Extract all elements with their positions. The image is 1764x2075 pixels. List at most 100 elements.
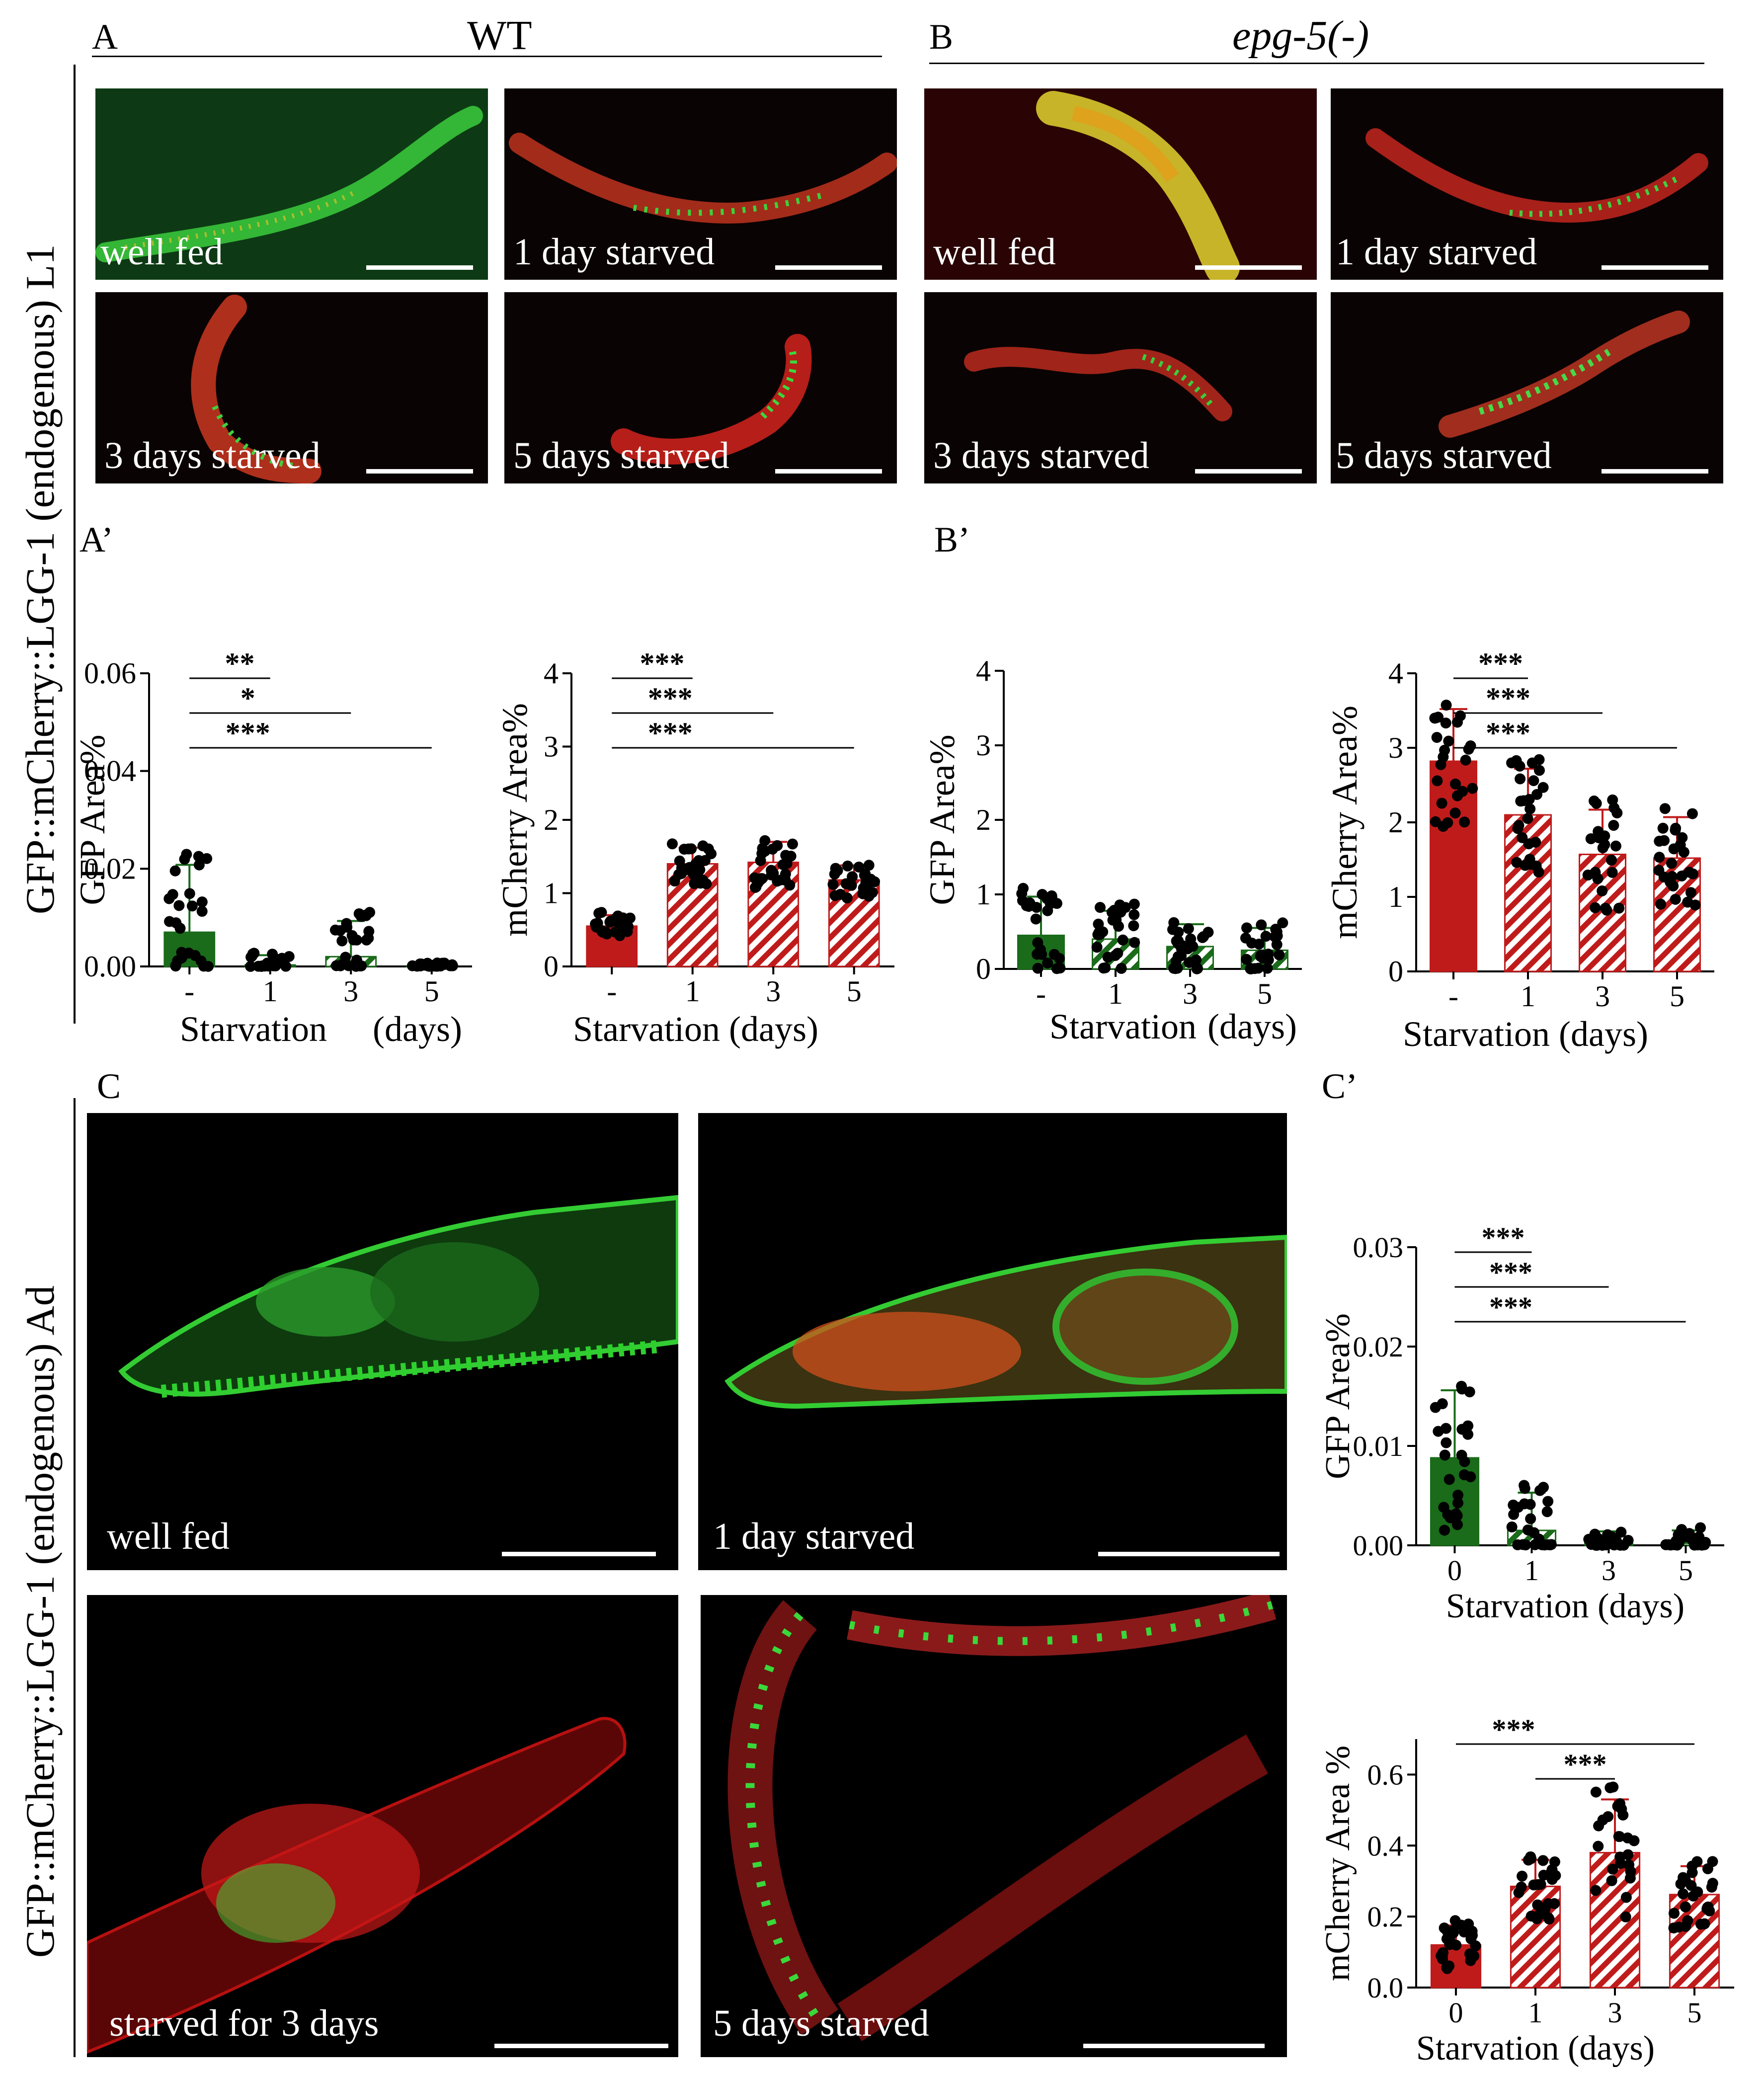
micrograph-c-well-fed: well fed <box>87 1113 678 1570</box>
y-tick-label: 0.0 <box>1367 1972 1404 2004</box>
data-point <box>1128 898 1140 910</box>
y-tick-label: 0 <box>1388 955 1403 988</box>
y-axis-label: GFP Area% <box>922 734 962 905</box>
data-point <box>1528 775 1539 787</box>
data-point <box>1653 865 1665 876</box>
y-tick-label: 0.6 <box>1367 1758 1404 1791</box>
data-point <box>757 843 768 854</box>
data-point <box>1191 963 1203 974</box>
data-point <box>1707 1856 1718 1867</box>
data-point <box>1525 1513 1536 1524</box>
data-point <box>767 843 778 855</box>
data-point <box>1443 1474 1455 1485</box>
data-point <box>600 926 611 938</box>
data-point <box>1591 798 1602 809</box>
data-point <box>1439 744 1450 756</box>
chart-ap-mcherry: 0 1 2 3 4 mCherry Area% - 1 3 5 Starvation (days) *… <box>495 647 894 1049</box>
data-point <box>1441 700 1452 711</box>
x-tick-label: 1 <box>1524 1554 1539 1587</box>
data-point <box>203 960 214 972</box>
y-tick-label: 0.02 <box>84 852 136 885</box>
significance-label: *** <box>640 647 685 680</box>
caption-c3: starved for 3 days <box>109 2002 379 2044</box>
data-point <box>276 957 288 968</box>
data-point <box>1452 1497 1463 1509</box>
data-point <box>1129 937 1140 948</box>
y-tick-label: 1 <box>1388 880 1403 913</box>
x-tick-label: 1 <box>263 975 278 1008</box>
data-point <box>1187 941 1199 952</box>
data-point <box>1582 870 1594 881</box>
y-tick-label: 3 <box>976 729 991 762</box>
data-point <box>1654 852 1665 863</box>
data-point <box>1241 922 1252 934</box>
data-point <box>186 900 198 912</box>
data-point <box>1614 1851 1626 1863</box>
data-point <box>1515 773 1526 785</box>
data-point <box>622 926 633 937</box>
data-point <box>1450 1508 1462 1519</box>
data-point <box>1430 712 1442 723</box>
data-point <box>1449 807 1461 819</box>
x-axis-label: Starvation (days) <box>1416 2029 1655 2068</box>
x-tick-label: 3 <box>1608 1996 1622 2029</box>
scale-bar-b3 <box>1195 469 1302 474</box>
x-tick-label: - <box>1036 977 1046 1010</box>
data-point <box>1685 887 1696 898</box>
micrograph-b-1-day: 1 day starved <box>1331 88 1723 280</box>
caption-c2: 1 day starved <box>713 1516 915 1557</box>
data-point <box>1670 1538 1681 1549</box>
y-tick-label: 0 <box>976 953 991 985</box>
data-point <box>1680 1901 1691 1913</box>
data-point <box>669 876 680 887</box>
micrograph-a-well-fed: well fed <box>95 88 488 280</box>
data-point <box>1668 1922 1680 1934</box>
data-point <box>1599 1534 1610 1546</box>
side-rule-top <box>74 65 76 1024</box>
data-point <box>1680 1875 1691 1887</box>
x-tick-label: 1 <box>1528 1996 1543 2029</box>
data-point <box>1459 816 1470 828</box>
y-tick-label: 0.2 <box>1367 1901 1404 1933</box>
significance-label: *** <box>1492 1713 1535 1746</box>
significance-label: *** <box>1564 1748 1607 1780</box>
x-tick-label: - <box>1448 980 1458 1013</box>
data-point <box>1670 893 1681 905</box>
data-point <box>1606 867 1618 878</box>
scale-bar-a3 <box>366 469 473 474</box>
data-point <box>1614 1831 1625 1842</box>
data-point <box>1593 1840 1604 1852</box>
data-point <box>1256 919 1267 931</box>
x-tick-label: 3 <box>1602 1554 1616 1587</box>
data-point <box>170 917 182 929</box>
data-point <box>1513 1887 1524 1898</box>
y-tick-label: 0.01 <box>1353 1430 1404 1462</box>
data-point <box>1604 1782 1616 1793</box>
y-tick-label: 0.00 <box>1353 1529 1404 1562</box>
data-point <box>1686 1860 1698 1872</box>
x-tick-label: 1 <box>685 975 700 1008</box>
data-point <box>1036 949 1047 960</box>
data-point <box>1091 942 1103 953</box>
data-point <box>1277 917 1288 929</box>
data-point <box>1451 717 1463 728</box>
data-point <box>624 912 636 924</box>
data-point <box>752 877 764 888</box>
y-tick-label: 1 <box>544 877 559 910</box>
data-point <box>1241 954 1252 965</box>
data-point <box>604 916 616 928</box>
data-point <box>593 907 605 919</box>
data-point <box>766 865 777 876</box>
data-point <box>1522 1524 1533 1536</box>
data-point <box>1436 798 1447 809</box>
data-point <box>1608 820 1619 831</box>
data-point <box>335 960 346 971</box>
scale-bar-a2 <box>775 265 882 270</box>
data-point <box>1678 1888 1689 1900</box>
data-point <box>193 859 205 871</box>
data-point <box>1625 1866 1636 1877</box>
data-point <box>184 888 195 899</box>
data-point <box>1430 1402 1441 1413</box>
micrograph-c-3-days: starved for 3 days <box>87 1595 678 2057</box>
x-axis-label-unit: (days) <box>1207 1007 1297 1046</box>
